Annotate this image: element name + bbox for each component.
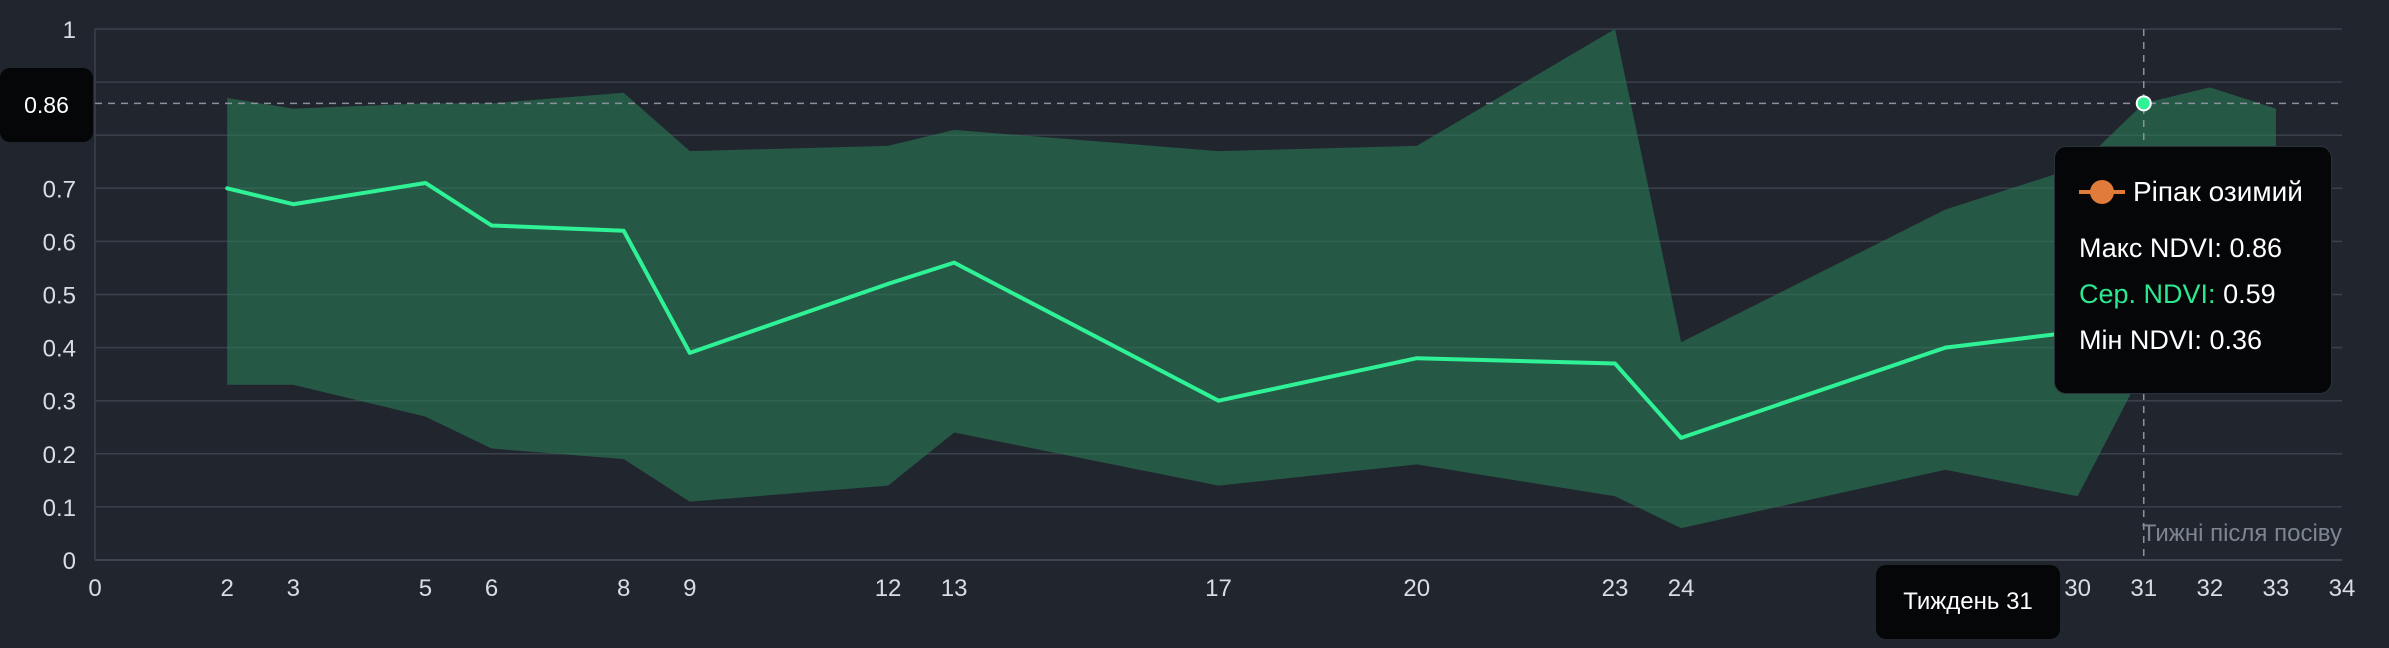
y-tick-label: 0.2 <box>43 442 76 469</box>
x-tick-label: 12 <box>875 575 902 602</box>
y-tick-label: 0.3 <box>43 389 76 416</box>
x-tick-label: 8 <box>617 575 630 602</box>
tooltip-crop-name: Ріпак озимий <box>2133 176 2303 207</box>
x-crosshair-label: Тиждень 31 <box>1876 565 2060 639</box>
x-axis-ticks: 0235689121317202324283031323334 <box>88 575 2355 602</box>
x-tick-label: 30 <box>2064 575 2091 602</box>
tooltip-header: Ріпак озимий <box>2079 167 2307 217</box>
tooltip-max-key: Макс NDVI: <box>2079 233 2222 263</box>
x-crosshair-value: Тиждень 31 <box>1903 588 2033 615</box>
x-tick-label: 13 <box>941 575 968 602</box>
y-axis-ticks: 0 0.1 0.2 0.3 0.4 0.5 0.6 0.7 1 <box>43 17 76 575</box>
tooltip-max-row: Макс NDVI: 0.86 <box>2079 225 2307 271</box>
x-axis-title: Тижні після посіву <box>2142 520 2342 547</box>
y-tick-label: 0.6 <box>43 229 76 256</box>
y-crosshair-value: 0.86 <box>24 91 69 118</box>
y-tick-label: 1 <box>63 17 76 44</box>
y-tick-label: 0.7 <box>43 176 76 203</box>
tooltip-min-row: Мін NDVI: 0.36 <box>2079 317 2307 363</box>
x-tick-label: 34 <box>2329 575 2356 602</box>
ndvi-range-band <box>227 29 2276 529</box>
tooltip: Ріпак озимий Макс NDVI: 0.86 Сер. NDVI: … <box>2054 146 2332 394</box>
series-marker-icon <box>2079 180 2125 204</box>
tooltip-avg-value: 0.59 <box>2223 279 2276 309</box>
x-tick-label: 31 <box>2130 575 2157 602</box>
y-tick-label: 0 <box>63 548 76 575</box>
ndvi-min-max-area <box>227 29 2276 529</box>
x-tick-label: 23 <box>1602 575 1629 602</box>
y-tick-label: 0.5 <box>43 283 76 310</box>
tooltip-max-value: 0.86 <box>2229 233 2283 263</box>
x-tick-label: 3 <box>287 575 300 602</box>
x-tick-label: 20 <box>1403 575 1430 602</box>
y-crosshair-label: 0.86 <box>0 68 93 142</box>
x-tick-label: 24 <box>1668 575 1695 602</box>
y-tick-label: 0.1 <box>43 495 76 522</box>
x-tick-label: 6 <box>485 575 498 602</box>
tooltip-min-value: 0.36 <box>2209 325 2262 355</box>
x-tick-label: 0 <box>88 575 101 602</box>
x-tick-label: 17 <box>1205 575 1232 602</box>
x-tick-label: 5 <box>419 575 432 602</box>
y-tick-label: 0.4 <box>43 336 76 363</box>
x-tick-label: 32 <box>2196 575 2223 602</box>
tooltip-min-key: Мін NDVI: <box>2079 325 2202 355</box>
tooltip-avg-key: Сер. NDVI: <box>2079 279 2216 309</box>
hover-point-max <box>2135 95 2152 112</box>
tooltip-avg-row: Сер. NDVI: 0.59 <box>2079 271 2307 317</box>
x-tick-label: 9 <box>683 575 696 602</box>
x-tick-label: 33 <box>2263 575 2290 602</box>
x-tick-label: 2 <box>220 575 233 602</box>
